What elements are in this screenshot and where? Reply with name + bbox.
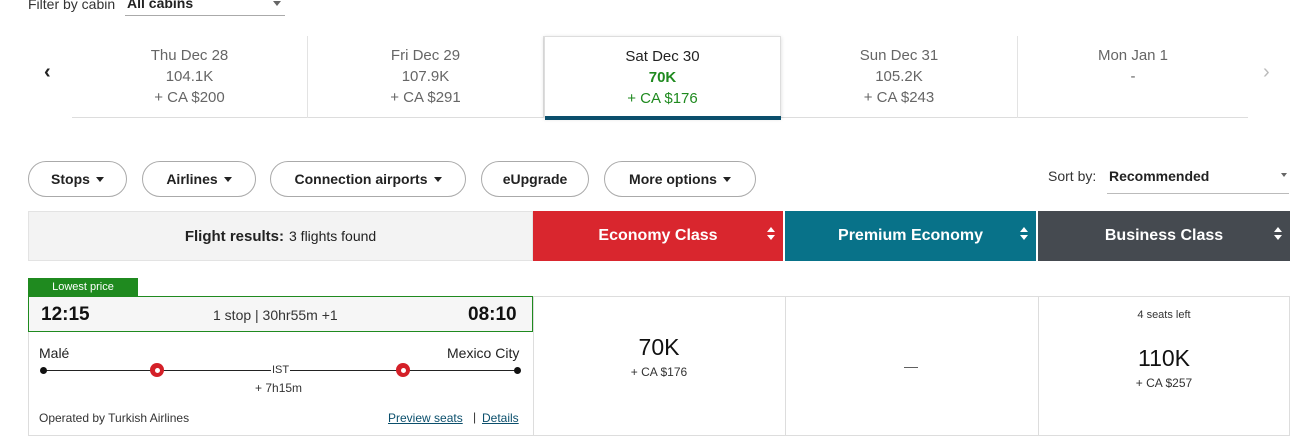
date-label: Fri Dec 29 [390,47,461,64]
connection-airports-filter-label: Connection airports [294,171,428,187]
flight-results-title: Flight results: [184,227,284,245]
business-seats-left: 4 seats left [1137,309,1191,321]
premium-economy-header[interactable]: Premium Economy [785,211,1036,261]
column-divider [1038,296,1039,436]
next-dates-arrow[interactable]: › [1263,61,1270,83]
more-options-label: More options [629,171,717,187]
economy-fare-cash: + CA $176 [630,365,688,379]
turkish-airlines-logo-icon [396,363,410,377]
cabin-select[interactable]: All cabins [125,0,285,16]
sort-icon [767,227,775,240]
stops-filter-label: Stops [51,171,90,187]
eupgrade-filter-label: eUpgrade [502,171,568,187]
airlines-filter-label: Airlines [166,171,218,187]
departure-time: 12:15 [41,304,90,325]
caret-down-icon [433,176,442,182]
flight-time-bar [28,296,533,332]
airlines-filter-button[interactable]: Airlines [142,161,256,197]
business-fare-points[interactable]: 110K [1137,345,1190,371]
cabin-filter: Filter by cabin [28,0,121,16]
date-label: Sun Dec 31 [859,47,939,64]
connection-airport-code: IST [271,364,291,376]
business-class-label: Business Class [1104,227,1224,244]
cabin-select-value: All cabins [127,0,194,11]
arrival-time: 08:10 [468,304,517,325]
date-points: 70K [648,69,677,86]
details-link[interactable]: Details [482,411,519,425]
date-cash: + CA $243 [863,89,935,106]
selected-date-indicator [545,116,781,120]
layover-duration: + 7h15m [255,381,303,395]
date-label: Thu Dec 28 [150,47,229,64]
chevron-down-icon [273,1,281,6]
prev-dates-arrow[interactable]: ‹ [44,61,51,83]
date-option-jan1[interactable]: Mon Jan 1 - [1018,36,1248,118]
date-label: Sat Dec 30 [625,48,700,65]
operated-by: Operated by Turkish Airlines [39,411,190,425]
flight-results-header: Flight results: 3 flights found [28,211,533,261]
destination-city: Mexico City [447,345,520,361]
sort-select-value: Recommended [1109,168,1210,184]
economy-class-label: Economy Class [598,227,718,244]
date-cash: + CA $200 [154,89,225,106]
origin-city: Malé [39,345,70,361]
sort-icon [1020,227,1028,240]
sort-select[interactable]: Recommended [1107,160,1289,194]
caret-down-icon [95,176,104,182]
premium-economy-unavailable: — [904,358,918,374]
stops-filter-button[interactable]: Stops [28,161,127,197]
chevron-down-icon [1281,173,1287,177]
caret-down-icon [223,176,232,182]
economy-fare-points[interactable]: 70K [638,334,680,360]
date-option-dec30[interactable]: Sat Dec 30 70K + CA $176 [544,36,781,118]
origin-dot-icon [40,367,47,374]
sort-label: Sort by: [1048,168,1097,184]
date-carousel: Thu Dec 28 104.1K + CA $200 Fri Dec 29 1… [72,36,1248,118]
premium-economy-label: Premium Economy [838,227,983,244]
flight-result-card [28,296,1290,436]
destination-dot-icon [514,367,521,374]
turkish-airlines-logo-icon [150,363,164,377]
date-points: 107.9K [401,68,450,85]
preview-seats-link[interactable]: Preview seats [388,411,463,425]
stops-duration: 1 stop | 30hr55m +1 [213,307,338,323]
column-divider [533,296,534,436]
connection-airports-filter-button[interactable]: Connection airports [270,161,466,197]
lowest-price-badge: Lowest price [28,278,138,296]
flight-results-count: 3 flights found [289,228,377,244]
link-separator: | [473,410,477,424]
business-fare-cash: + CA $257 [1135,376,1193,390]
date-points: - [1130,68,1136,85]
date-option-dec29[interactable]: Fri Dec 29 107.9K + CA $291 [308,36,544,118]
business-class-header[interactable]: Business Class [1038,211,1290,261]
date-points: 105.2K [875,68,923,85]
date-option-dec31[interactable]: Sun Dec 31 105.2K + CA $243 [781,36,1018,118]
caret-down-icon [722,176,731,182]
date-label: Mon Jan 1 [1097,47,1169,64]
economy-class-header[interactable]: Economy Class [533,211,783,261]
eupgrade-filter-button[interactable]: eUpgrade [481,161,589,197]
column-divider [785,296,786,436]
date-cash: + CA $176 [627,90,698,107]
date-points: 104.1K [165,68,214,85]
sort-icon [1274,227,1282,240]
cabin-filter-label: Filter by cabin [28,0,116,12]
date-option-dec28[interactable]: Thu Dec 28 104.1K + CA $200 [72,36,308,118]
date-cash: + CA $291 [390,89,461,106]
more-options-button[interactable]: More options [604,161,756,197]
